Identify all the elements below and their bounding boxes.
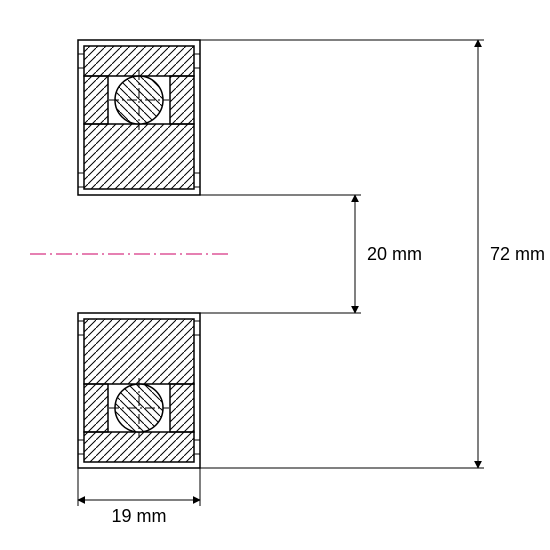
dimension-width-label: 19 mm xyxy=(111,506,166,526)
dimension-bore-label: 20 mm xyxy=(367,244,422,264)
bearing-cross-section-diagram: 19 mm 20 mm 72 mm xyxy=(0,0,550,550)
dimension-outer-label: 72 mm xyxy=(490,244,545,264)
